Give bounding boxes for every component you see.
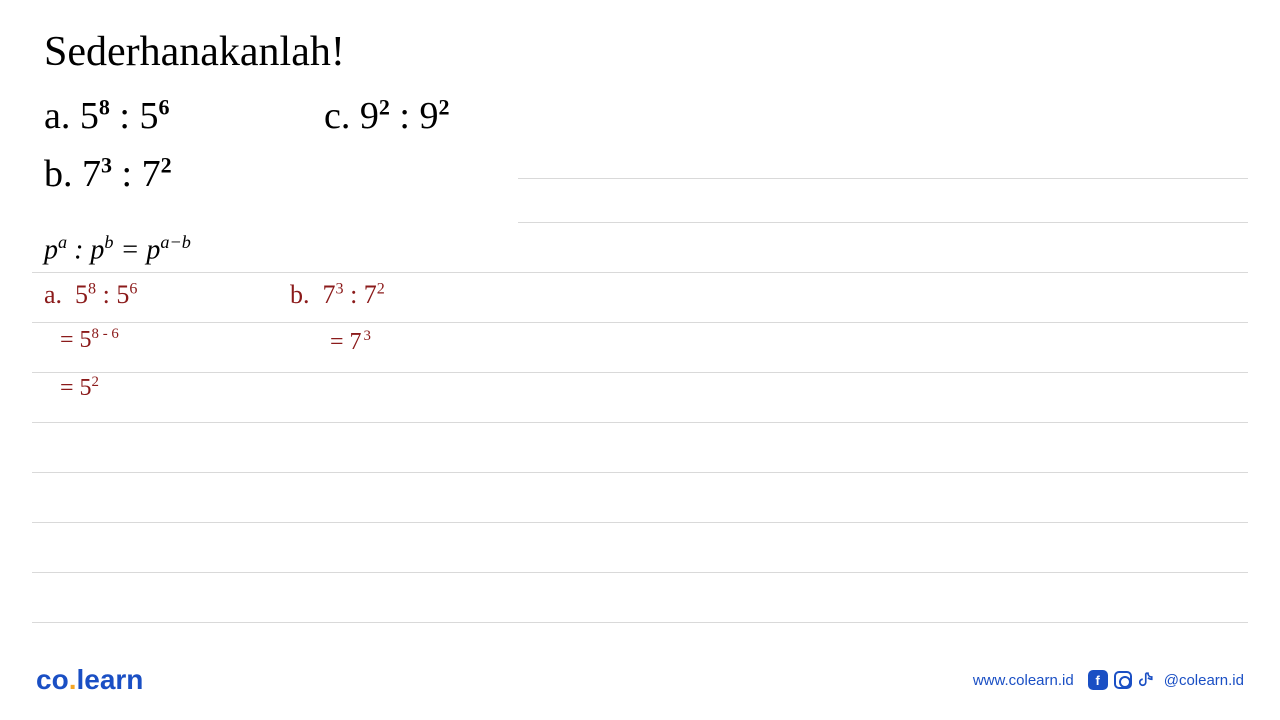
website-url: www.colearn.id xyxy=(973,672,1074,689)
work-a-line3: = 52 xyxy=(60,374,99,402)
problem-b-exp2: 2 xyxy=(161,152,172,177)
facebook-icon: f xyxy=(1088,670,1108,690)
problem-b-label: b. xyxy=(44,153,73,195)
formula-e1: a xyxy=(58,232,67,252)
work-a-b2: 5 xyxy=(116,280,129,309)
logo-co: co xyxy=(36,664,69,695)
problem-b-exp1: 3 xyxy=(101,152,112,177)
work-a-e1: 8 xyxy=(88,280,96,297)
instagram-icon xyxy=(1114,671,1132,689)
problem-a-base1: 5 xyxy=(80,95,99,137)
footer-right: www.colearn.id f @colearn.id xyxy=(973,670,1244,690)
problem-b-base2: 7 xyxy=(142,153,161,195)
work-a-l2b: 5 xyxy=(80,327,92,353)
work-b-e2: 2 xyxy=(377,280,385,297)
problem-c-exp1: 2 xyxy=(379,94,390,119)
work-b-line1: b. 73 : 72 xyxy=(290,280,385,310)
work-b-line2: = 73 xyxy=(330,328,371,356)
rule-line xyxy=(32,322,1248,323)
problem-c-exp2: 2 xyxy=(438,94,449,119)
rule-line xyxy=(518,222,1248,223)
title: Sederhanakanlah! xyxy=(44,28,1236,76)
formula-e2: b xyxy=(104,232,113,252)
problem-c-label: c. xyxy=(324,95,350,137)
problem-list: a. 58 : 56 b. 73 : 72 c. 92 : 92 xyxy=(44,94,1236,210)
work-b-l2e: 3 xyxy=(364,328,371,344)
work-a-l3b: 5 xyxy=(80,375,92,401)
problem-a-exp2: 6 xyxy=(158,94,169,119)
rule-line xyxy=(32,422,1248,423)
brand-logo: co.learn xyxy=(36,664,143,696)
problem-a-label: a. xyxy=(44,95,70,137)
rule-line xyxy=(32,372,1248,373)
logo-learn: learn xyxy=(76,664,143,695)
tiktok-icon xyxy=(1138,670,1158,690)
formula-p3: p xyxy=(146,234,160,265)
work-a-label: a. xyxy=(44,280,62,309)
work-b-label: b. xyxy=(290,280,310,309)
social-handle: @colearn.id xyxy=(1164,672,1244,689)
problem-column-right: c. 92 : 92 xyxy=(324,94,544,210)
problem-c-base2: 9 xyxy=(419,95,438,137)
formula-e3: a−b xyxy=(160,232,190,252)
rule-line xyxy=(32,522,1248,523)
rule-line xyxy=(32,572,1248,573)
problem-c-base1: 9 xyxy=(360,95,379,137)
footer: co.learn www.colearn.id f @colearn.id xyxy=(36,664,1244,696)
formula-p1: p xyxy=(44,234,58,265)
rule-line xyxy=(32,272,1248,273)
work-a-e2: 6 xyxy=(129,280,137,297)
problem-b: b. 73 : 72 xyxy=(44,152,264,196)
work-b-e1: 3 xyxy=(336,280,344,297)
problem-a: a. 58 : 56 xyxy=(44,94,264,138)
work-a-l2e: 8 - 6 xyxy=(92,326,119,342)
work-a-b1: 5 xyxy=(75,280,88,309)
problem-b-base1: 7 xyxy=(82,153,101,195)
rule-line xyxy=(32,472,1248,473)
rule-line xyxy=(32,622,1248,623)
problem-c: c. 92 : 92 xyxy=(324,94,544,138)
problem-a-base2: 5 xyxy=(139,95,158,137)
work-b-b1: 7 xyxy=(323,280,336,309)
formula-p2: p xyxy=(90,234,104,265)
work-a-line2: = 58 - 6 xyxy=(60,326,119,354)
social-icons: f @colearn.id xyxy=(1088,670,1244,690)
problem-a-exp1: 8 xyxy=(99,94,110,119)
formula: pa : pb = pa−b xyxy=(44,232,191,266)
work-a-l3e: 2 xyxy=(92,374,99,390)
work-b-b2: 7 xyxy=(364,280,377,309)
work-b-l2b: 7 xyxy=(350,329,362,355)
work-a-line1: a. 58 : 56 xyxy=(44,280,137,310)
problem-column-left: a. 58 : 56 b. 73 : 72 xyxy=(44,94,264,210)
rule-line xyxy=(518,178,1248,179)
